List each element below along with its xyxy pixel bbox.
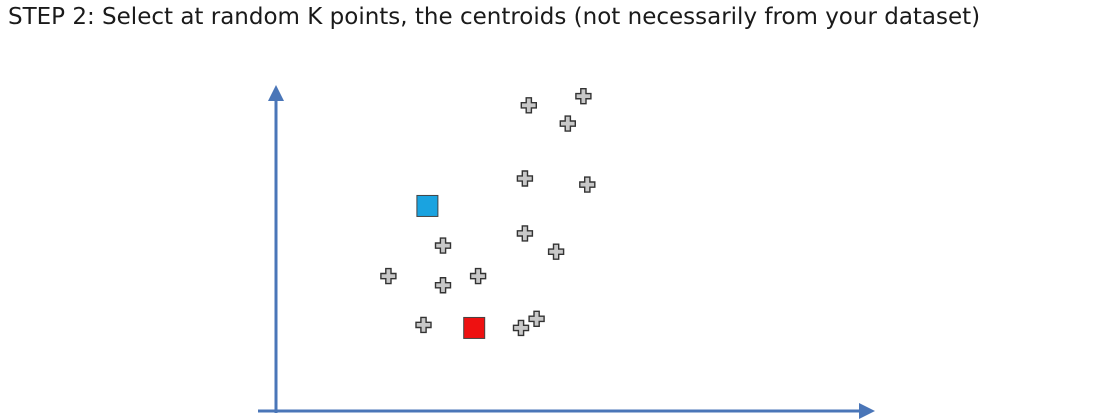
data-point-3 (575, 87, 592, 105)
axes (258, 85, 875, 419)
data-point-1 (520, 97, 537, 114)
data-point-10 (434, 277, 452, 294)
x-axis-arrowhead (859, 403, 875, 419)
slide-title: STEP 2: Select at random K points, the c… (8, 4, 981, 30)
data-point-14 (528, 310, 545, 327)
data-point-13 (512, 319, 530, 337)
data-point-6 (516, 225, 534, 242)
data-point-12 (415, 316, 432, 334)
data-point-11 (469, 267, 487, 285)
data-point-4 (516, 170, 534, 187)
data-point-2 (559, 115, 576, 132)
data-point-7 (547, 243, 565, 260)
data-point-5 (579, 176, 596, 193)
y-axis-arrowhead (268, 85, 284, 101)
data-marks (380, 87, 596, 339)
data-point-8 (434, 237, 452, 254)
centroid-1 (416, 194, 439, 217)
centroid-2 (463, 316, 486, 339)
data-point-9 (380, 267, 397, 285)
